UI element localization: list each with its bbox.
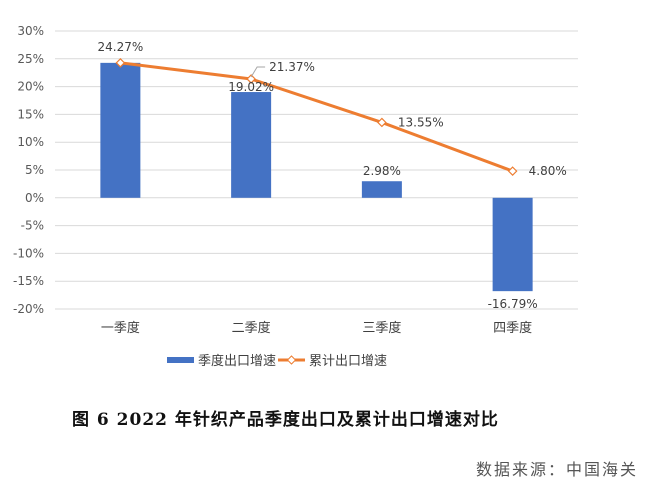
- y-tick-label: 5%: [25, 163, 44, 177]
- legend-label: 累计出口增速: [309, 354, 387, 369]
- y-tick-label: 25%: [17, 52, 44, 66]
- line-marker-1: [246, 74, 256, 84]
- x-tick-label: 一季度: [101, 320, 140, 336]
- x-tick-label: 二季度: [232, 320, 271, 336]
- line-marker-3: [507, 166, 518, 176]
- y-tick-label: 10%: [17, 135, 44, 149]
- y-tick-label: 20%: [17, 80, 44, 94]
- y-tick-label: -10%: [13, 246, 44, 260]
- data-source: 数据来源：中国海关: [475, 460, 638, 479]
- legend-marker: [286, 355, 297, 365]
- chart-caption: 图 6 2022 年针织产品季度出口及累计出口增速对比: [72, 410, 499, 430]
- line-data-label: 21.37%: [269, 60, 315, 74]
- bar-data-label: -16.79%: [488, 297, 538, 311]
- y-tick-label: 15%: [17, 107, 44, 121]
- y-tick-label: 30%: [17, 24, 44, 38]
- x-tick-label: 四季度: [493, 320, 532, 336]
- legend-swatch-bar: [167, 357, 194, 363]
- bar-data-label: 24.27%: [97, 40, 143, 54]
- legend-label: 季度出口增速: [198, 353, 276, 369]
- line-data-label: 4.80%: [529, 164, 567, 178]
- leader-line: [250, 66, 266, 78]
- y-tick-label: 0%: [25, 191, 44, 205]
- line-marker-2: [377, 117, 387, 128]
- bar-2: [361, 181, 402, 198]
- y-tick-label: -15%: [13, 274, 44, 288]
- bar-3: [492, 197, 533, 292]
- combo-chart: 30% 25% 20% 15% 10% 5% 0% -5% -10% -15% -20% 一季度 二季度…: [13, 24, 578, 369]
- line-data-label: 13.55%: [398, 115, 444, 129]
- bar-data-label: 19.02%: [228, 80, 274, 94]
- y-tick-label: -5%: [21, 219, 44, 233]
- line-marker-0: [115, 58, 126, 68]
- bar-0: [100, 62, 141, 198]
- bar-data-label: 2.98%: [363, 164, 401, 178]
- bar-1: [231, 92, 272, 198]
- x-tick-label: 三季度: [362, 320, 401, 336]
- line-series: [120, 61, 514, 173]
- y-tick-label: -20%: [13, 302, 44, 316]
